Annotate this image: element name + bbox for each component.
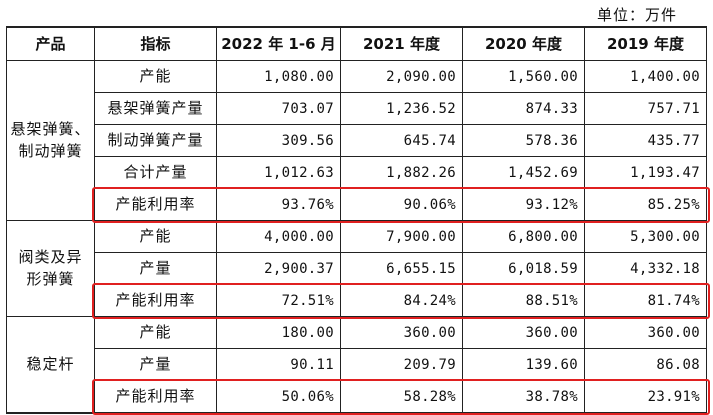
header-2021: 2021 年度 xyxy=(341,27,463,61)
value-cell: 5,300.00 xyxy=(585,221,707,253)
value-cell: 645.74 xyxy=(341,125,463,157)
indicator-cell: 产量 xyxy=(95,253,217,285)
indicator-cell: 产能利用率 xyxy=(95,189,217,221)
header-indicator: 指标 xyxy=(95,27,217,61)
value-cell: 360.00 xyxy=(463,317,585,349)
value-cell: 86.08 xyxy=(585,349,707,381)
value-cell: 209.79 xyxy=(341,349,463,381)
header-2020: 2020 年度 xyxy=(463,27,585,61)
value-cell: 90.11 xyxy=(217,349,341,381)
indicator-cell: 产能 xyxy=(95,221,217,253)
value-cell: 4,332.18 xyxy=(585,253,707,285)
value-cell: 81.74% xyxy=(585,285,707,317)
capacity-table: 产品 指标 2022 年 1-6 月 2021 年度 2020 年度 2019 … xyxy=(6,26,707,414)
value-cell: 139.60 xyxy=(463,349,585,381)
product-label-line: 阀类及异 xyxy=(7,247,94,269)
value-cell: 360.00 xyxy=(585,317,707,349)
indicator-cell: 合计产量 xyxy=(95,157,217,189)
header-2019: 2019 年度 xyxy=(585,27,707,61)
value-cell: 874.33 xyxy=(463,93,585,125)
value-cell: 1,012.63 xyxy=(217,157,341,189)
value-cell: 180.00 xyxy=(217,317,341,349)
value-cell: 50.06% xyxy=(217,381,341,414)
product-cell: 稳定杆 xyxy=(7,317,95,414)
header-2022h1: 2022 年 1-6 月 xyxy=(217,27,341,61)
product-cell: 阀类及异形弹簧 xyxy=(7,221,95,317)
value-cell: 6,655.15 xyxy=(341,253,463,285)
value-cell: 578.36 xyxy=(463,125,585,157)
value-cell: 6,018.59 xyxy=(463,253,585,285)
product-label-line: 制动弹簧 xyxy=(7,141,94,163)
indicator-cell: 产能利用率 xyxy=(95,381,217,414)
value-cell: 4,000.00 xyxy=(217,221,341,253)
indicator-cell: 产量 xyxy=(95,349,217,381)
product-label-line: 悬架弹簧、 xyxy=(7,119,94,141)
value-cell: 23.91% xyxy=(585,381,707,414)
indicator-cell: 制动弹簧产量 xyxy=(95,125,217,157)
value-cell: 1,236.52 xyxy=(341,93,463,125)
product-cell: 悬架弹簧、制动弹簧 xyxy=(7,61,95,221)
value-cell: 88.51% xyxy=(463,285,585,317)
value-cell: 90.06% xyxy=(341,189,463,221)
value-cell: 757.71 xyxy=(585,93,707,125)
value-cell: 1,882.26 xyxy=(341,157,463,189)
value-cell: 703.07 xyxy=(217,93,341,125)
value-cell: 7,900.00 xyxy=(341,221,463,253)
value-cell: 435.77 xyxy=(585,125,707,157)
indicator-cell: 悬架弹簧产量 xyxy=(95,93,217,125)
value-cell: 2,090.00 xyxy=(341,61,463,93)
value-cell: 360.00 xyxy=(341,317,463,349)
value-cell: 72.51% xyxy=(217,285,341,317)
value-cell: 2,900.37 xyxy=(217,253,341,285)
indicator-cell: 产能利用率 xyxy=(95,285,217,317)
value-cell: 38.78% xyxy=(463,381,585,414)
value-cell: 1,560.00 xyxy=(463,61,585,93)
product-label-line: 稳定杆 xyxy=(7,354,94,376)
indicator-cell: 产能 xyxy=(95,317,217,349)
value-cell: 1,193.47 xyxy=(585,157,707,189)
unit-label: 单位：万件 xyxy=(597,4,677,25)
header-product: 产品 xyxy=(7,27,95,61)
header-row: 产品 指标 2022 年 1-6 月 2021 年度 2020 年度 2019 … xyxy=(7,27,707,61)
value-cell: 93.12% xyxy=(463,189,585,221)
value-cell: 58.28% xyxy=(341,381,463,414)
value-cell: 1,080.00 xyxy=(217,61,341,93)
product-label-line: 形弹簧 xyxy=(7,269,94,291)
value-cell: 6,800.00 xyxy=(463,221,585,253)
indicator-cell: 产能 xyxy=(95,61,217,93)
value-cell: 85.25% xyxy=(585,189,707,221)
value-cell: 93.76% xyxy=(217,189,341,221)
value-cell: 84.24% xyxy=(341,285,463,317)
value-cell: 309.56 xyxy=(217,125,341,157)
value-cell: 1,400.00 xyxy=(585,61,707,93)
value-cell: 1,452.69 xyxy=(463,157,585,189)
